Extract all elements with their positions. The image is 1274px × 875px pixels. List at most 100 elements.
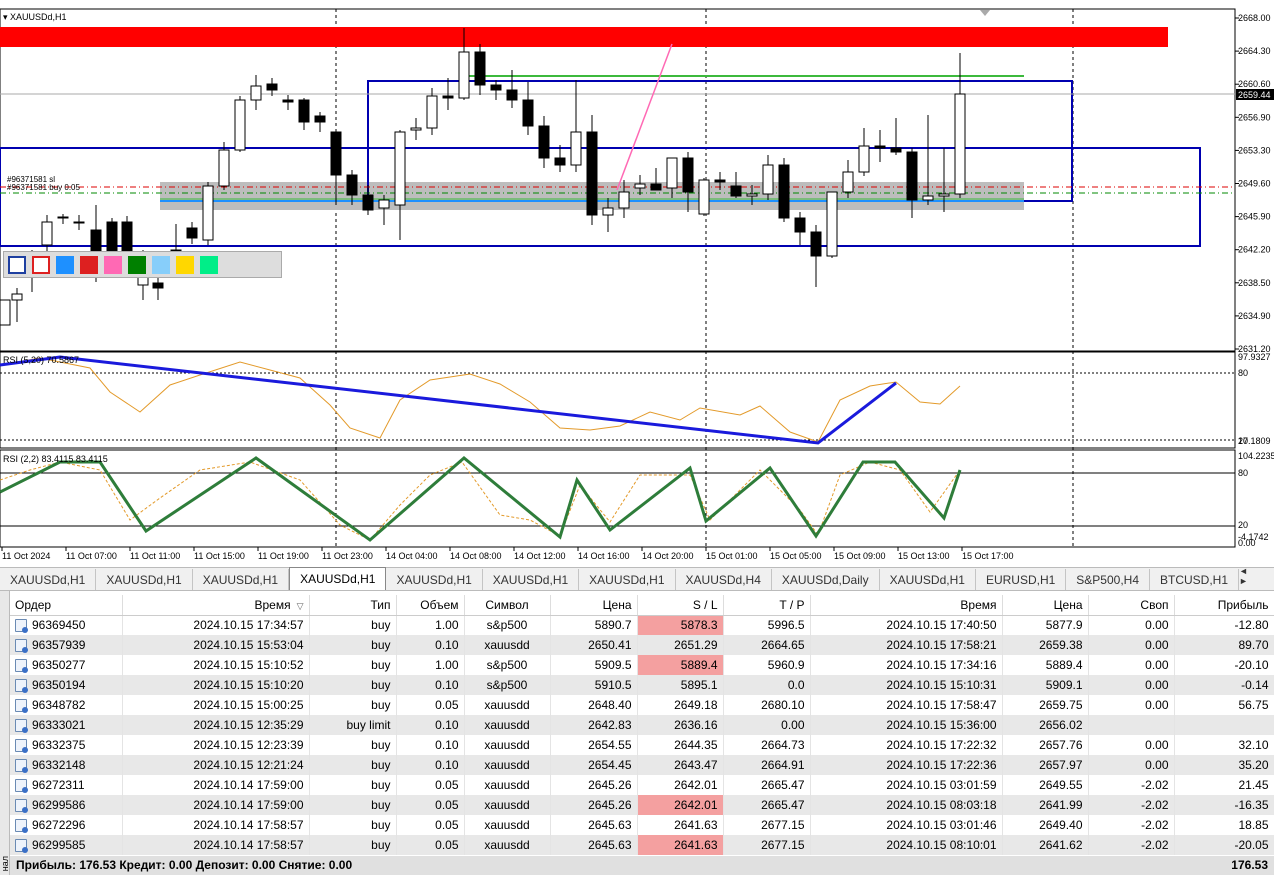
bear-candle [362, 194, 374, 211]
bull-candle [426, 95, 438, 129]
cell-value: buy [371, 658, 391, 672]
column-header-9[interactable]: Цена [1002, 595, 1089, 616]
price-chart[interactable]: 2668.00 2664.30 2660.60 2656.90 2653.30 2649.… [0, 0, 1274, 567]
order-icon [15, 739, 28, 754]
rsi1-axis-label: 20 [1238, 436, 1248, 446]
tab-9[interactable]: XAUUSDd,H1 [880, 569, 976, 590]
terminal-side-tab[interactable]: нал [0, 591, 10, 875]
cell-value: 0.00 [1145, 758, 1169, 772]
table-row[interactable]: 96299585 2024.10.14 17:58:57 buy 0.05 xauusd… [10, 835, 1274, 855]
color-swatch-1[interactable] [56, 255, 74, 274]
bull-candle [218, 149, 230, 187]
rsi1-trendline [0, 355, 897, 445]
bull-candle [826, 191, 838, 257]
table-row[interactable]: 96348782 2024.10.15 15:00:25 buy 0.05 xauusd… [10, 695, 1274, 715]
cell-swap: 0.00 [1088, 655, 1175, 675]
bear-candle [906, 151, 918, 201]
tab-scroll-arrows[interactable]: ◄ ► [1239, 566, 1256, 586]
cell-value: 2024.10.14 17:59:00 [193, 798, 304, 812]
cell-open-time: 2024.10.15 12:23:39 [122, 735, 310, 755]
column-header-1[interactable]: Время ▽ [122, 595, 310, 616]
color-swatch-4[interactable] [128, 255, 146, 274]
table-row[interactable]: 96333021 2024.10.15 12:35:29 buy limit 0.10… [10, 715, 1274, 735]
color-swatch-2[interactable] [80, 255, 98, 274]
tab-10[interactable]: EURUSD,H1 [976, 569, 1067, 590]
table-row[interactable]: 96350194 2024.10.15 15:10:20 buy 0.10 s&p500… [10, 675, 1274, 695]
table-row[interactable]: 96332148 2024.10.15 12:21:24 buy 0.10 xauusd… [10, 755, 1274, 775]
tab-12[interactable]: BTCUSD,H1 [1150, 569, 1240, 590]
chart-window[interactable]: 2668.00 2664.30 2660.60 2656.90 2653.30 2649.… [0, 0, 1274, 567]
bear-candle [490, 84, 502, 91]
bear-candle [650, 183, 662, 191]
time-tick-label: 14 Oct 08:00 [450, 551, 502, 561]
cell-value: buy [371, 678, 391, 692]
blue-box-outer [0, 147, 1201, 247]
rsi1-axis-label: 17.1809 [1238, 436, 1271, 446]
cell-value: 2636.16 [674, 718, 718, 732]
column-header-2[interactable]: Тип [309, 595, 397, 616]
table-row[interactable]: 96369450 2024.10.15 17:34:57 buy 1.00 s&p500… [10, 615, 1274, 635]
tab-0[interactable]: XAUUSDd,H1 [0, 569, 97, 590]
tab-11[interactable]: S&P500,H4 [1066, 569, 1151, 590]
table-row[interactable]: 96350277 2024.10.15 15:10:52 buy 1.00 s&p500… [10, 655, 1274, 675]
tab-7[interactable]: XAUUSDd,H4 [676, 569, 772, 590]
color-swatch-3[interactable] [104, 255, 122, 274]
tab-2[interactable]: XAUUSDd,H1 [193, 569, 290, 590]
tab-5[interactable]: XAUUSDd,H1 [483, 569, 580, 590]
order-icon [15, 639, 28, 654]
bull-candle [746, 193, 758, 197]
column-header-3[interactable]: Объем [396, 595, 465, 616]
bull-candle [666, 157, 678, 189]
column-header-7[interactable]: T / P [723, 595, 811, 616]
cell-value: 0.10 [435, 678, 459, 692]
cell-sl: 2649.18 [637, 695, 724, 715]
column-header-5[interactable]: Цена [550, 595, 638, 616]
cell-sl: 2641.63 [637, 835, 724, 855]
rectangle-tool-red[interactable] [32, 255, 50, 274]
rsi2-main-line [0, 456, 962, 542]
price-tick-label: 2642.20 [1238, 245, 1271, 255]
table-row[interactable]: 96299586 2024.10.14 17:59:00 buy 0.05 xauusd… [10, 795, 1274, 815]
column-header-0[interactable]: Ордер [10, 595, 123, 616]
color-swatch-7[interactable] [200, 255, 218, 274]
column-header-11[interactable]: Прибыль [1174, 595, 1274, 616]
tab-4[interactable]: XAUUSDd,H1 [386, 569, 483, 590]
column-header-4[interactable]: Символ [464, 595, 551, 616]
cell-value: 2645.26 [588, 798, 632, 812]
table-row[interactable]: 96272311 2024.10.14 17:59:00 buy 0.05 xauusd… [10, 775, 1274, 795]
table-row[interactable]: 96332375 2024.10.15 12:23:39 buy 0.10 xauusd… [10, 735, 1274, 755]
time-tick-label: 15 Oct 05:00 [770, 551, 822, 561]
color-swatch-5[interactable] [152, 255, 170, 274]
column-header-6[interactable]: S / L [637, 595, 724, 616]
table-row[interactable]: 96272296 2024.10.14 17:58:57 buy 0.05 xauusd… [10, 815, 1274, 835]
tab-1[interactable]: XAUUSDd,H1 [96, 569, 193, 590]
time-tick-label: 11 Oct 11:00 [130, 551, 180, 561]
rsi2-signal-line [0, 461, 961, 541]
cell-open-time: 2024.10.14 17:59:00 [122, 795, 310, 815]
color-swatch-6[interactable] [176, 255, 194, 274]
cell-value: 0.05 [435, 778, 459, 792]
bear-candle [874, 145, 886, 149]
cell-value: 89.70 [1238, 638, 1269, 652]
time-tick-label: 14 Oct 12:00 [514, 551, 566, 561]
cell-order: 96299585 [10, 835, 123, 855]
tab-3[interactable]: XAUUSDd,H1 [289, 567, 387, 590]
cell-swap: 0.00 [1088, 755, 1175, 775]
cell-value: 2024.10.15 17:22:32 [886, 738, 997, 752]
cell-symbol: s&p500 [464, 655, 551, 675]
cell-value: 56.75 [1238, 698, 1269, 712]
tab-8[interactable]: XAUUSDd,Daily [772, 569, 880, 590]
cell-open-time: 2024.10.15 12:21:24 [122, 755, 310, 775]
cell-value: 2648.40 [588, 698, 632, 712]
cell-value: 0.05 [435, 698, 459, 712]
tab-6[interactable]: XAUUSDd,H1 [579, 569, 676, 590]
table-row[interactable]: 96357939 2024.10.15 15:53:04 buy 0.10 xauusd… [10, 635, 1274, 655]
price-tick-label: 2656.90 [1238, 112, 1271, 122]
order-icon [15, 619, 28, 634]
cell-value: 5889.4 [680, 658, 718, 672]
column-header-label: Объем [420, 597, 459, 612]
rectangle-tool-blue[interactable] [8, 255, 26, 274]
cell-value: 2677.15 [761, 838, 805, 852]
column-header-8[interactable]: Время [810, 595, 1003, 616]
column-header-10[interactable]: Своп [1088, 595, 1175, 616]
